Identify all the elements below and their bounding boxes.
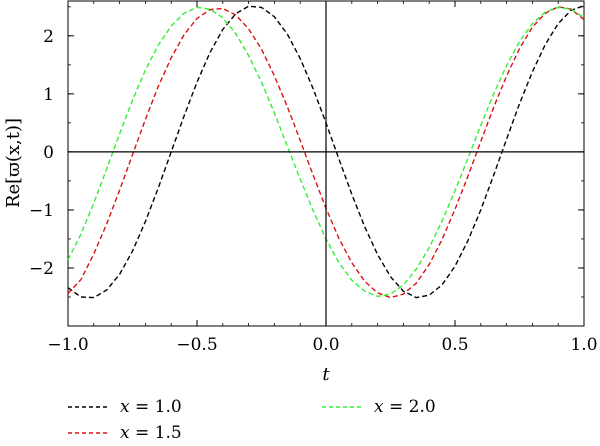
x-tick-label: 1.0	[570, 335, 597, 355]
legend-label-3: x = 2.0	[374, 397, 436, 417]
x-tick-label: 0.0	[312, 335, 339, 355]
x-tick-label: 0.5	[441, 335, 468, 355]
ticks-layer: −1.0 −0.5 0.0 0.5 1.0 −2 −1 0 1 2	[29, 1, 598, 355]
axes-layer	[68, 1, 584, 326]
y-tick-label: 0	[43, 143, 54, 163]
y-tick-label: 2	[43, 27, 54, 47]
legend-label-1: x = 1.0	[120, 397, 182, 417]
x-axis-title: t	[322, 364, 330, 385]
y-axis-title: Re[ϖ(x,t)]	[3, 118, 24, 208]
y-tick-label: 1	[43, 85, 54, 105]
legend: x = 1.0 x = 1.5 x = 2.0	[68, 397, 436, 443]
x-tick-label: −1.0	[47, 335, 88, 355]
y-tick-label: −1	[29, 201, 54, 221]
y-tick-label: −2	[29, 259, 54, 279]
x-tick-label: −0.5	[176, 335, 217, 355]
legend-label-2: x = 1.5	[120, 423, 182, 443]
